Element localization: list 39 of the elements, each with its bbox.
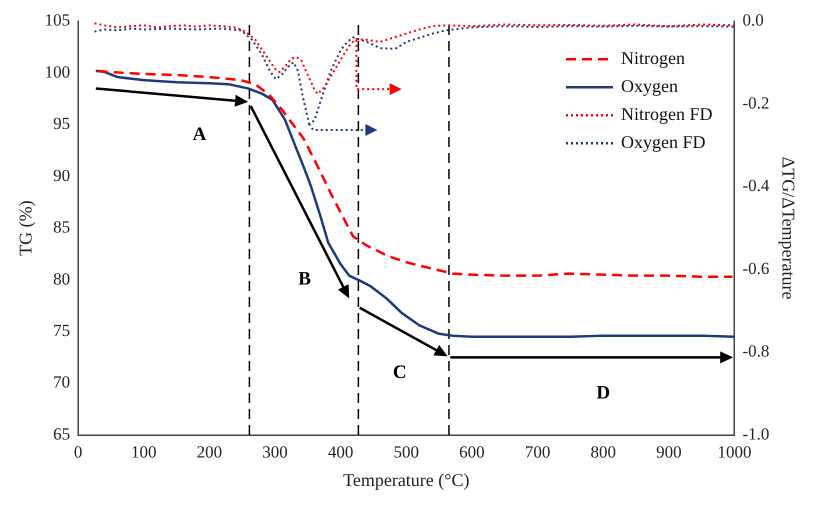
x-tick-label: 300 [262, 442, 288, 462]
legend-label: Oxygen FD [620, 132, 706, 152]
x-tick-label: 700 [524, 442, 550, 462]
x-axis-title: Temperature (°C) [343, 470, 470, 490]
y2-tick-label: -0.8 [742, 342, 770, 361]
x-tick-label: 0 [74, 442, 82, 462]
y-tick-label: 70 [53, 372, 70, 392]
y-axis-title: TG (%) [16, 200, 36, 256]
y-tick-label: 90 [53, 166, 70, 185]
y-tick-label: 105 [44, 10, 70, 30]
y2-tick-label: 0.0 [742, 10, 764, 30]
legend-label: Nitrogen [620, 48, 685, 68]
y-tick-label: 65 [53, 424, 70, 444]
y2-axis-title: ΔTG/ΔTemperature [778, 156, 798, 300]
x-tick-label: 1000 [717, 442, 752, 462]
y2-tick-label: -1.0 [742, 424, 770, 444]
x-tick-label: 100 [130, 442, 156, 462]
y-tick-label: 80 [53, 269, 70, 288]
x-tick-label: 500 [394, 442, 420, 462]
line-series [94, 24, 734, 125]
x-tick-label: 900 [656, 442, 682, 462]
annotation: C [392, 362, 407, 383]
y-tick-label: 95 [53, 114, 70, 134]
y2-tick-label: -0.6 [742, 258, 770, 278]
x-tick-label: 200 [196, 442, 222, 462]
y-tick-label: 75 [53, 321, 70, 340]
annotation: B [298, 268, 312, 290]
y-tick-label: 85 [53, 218, 70, 237]
line-series [94, 22, 734, 96]
x-tick-label: 600 [459, 442, 485, 462]
legend-label: Oxygen [620, 76, 678, 96]
annotation: A [192, 124, 207, 145]
annotation: D [596, 382, 610, 404]
y2-tick-label: -0.4 [742, 176, 770, 196]
legend-label: Nitrogen FD [620, 104, 712, 124]
x-tick-label: 400 [328, 442, 354, 462]
y2-tick-label: -0.2 [742, 93, 770, 112]
x-tick-label: 800 [590, 442, 616, 462]
y-tick-label: 100 [44, 62, 70, 82]
